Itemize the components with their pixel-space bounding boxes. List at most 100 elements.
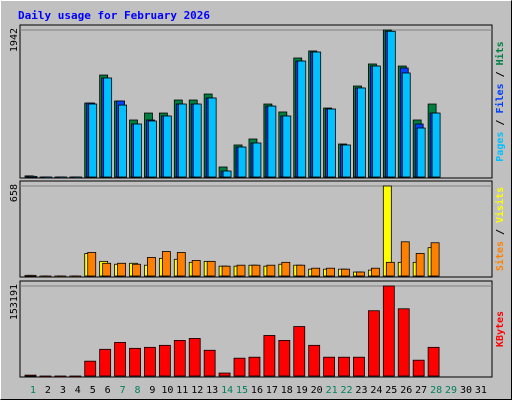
bar	[251, 264, 261, 277]
bar	[88, 103, 98, 178]
bar	[308, 344, 321, 377]
bar	[326, 267, 336, 277]
bar	[222, 170, 232, 178]
x-tick-label: 2	[45, 385, 51, 396]
x-tick-label: 25	[385, 385, 397, 396]
chart-title: Daily usage for February 2026	[18, 9, 210, 22]
x-tick-label: 16	[251, 385, 263, 396]
x-tick-label: 9	[149, 385, 155, 396]
bar	[263, 335, 276, 377]
bar	[237, 146, 247, 178]
bar	[99, 348, 112, 377]
legend-entry: Pages	[495, 132, 506, 162]
bar	[207, 97, 217, 178]
bar	[39, 375, 52, 378]
x-tick-label: 26	[400, 385, 412, 396]
x-tick-label: 4	[75, 385, 81, 396]
legend-entry: Sites	[494, 241, 506, 271]
x-tick-label: 8	[134, 385, 140, 396]
bar	[114, 341, 126, 377]
bar	[278, 339, 291, 377]
bar	[400, 241, 410, 277]
bar	[415, 253, 425, 277]
bar	[177, 103, 187, 178]
bar	[370, 267, 380, 277]
bar	[266, 264, 276, 277]
x-tick-label: 19	[296, 385, 308, 396]
bar	[401, 72, 411, 178]
bar	[427, 346, 440, 377]
bar	[371, 65, 381, 178]
bar	[69, 375, 82, 378]
bar	[297, 60, 307, 178]
bar	[353, 356, 365, 377]
legend: Sites / Visits	[494, 187, 506, 271]
x-tick-label: 24	[370, 385, 382, 396]
x-tick-label: 29	[445, 385, 457, 396]
x-tick-label: 3	[60, 385, 66, 396]
bar	[192, 103, 202, 178]
bar	[158, 344, 171, 377]
bar	[24, 374, 37, 377]
x-tick-label: 27	[415, 385, 427, 396]
bar	[431, 112, 441, 178]
x-tick-label: 22	[341, 385, 353, 396]
legend-entry: Files	[494, 83, 506, 113]
bar	[72, 275, 82, 278]
bar	[338, 356, 350, 377]
bar	[58, 176, 68, 179]
x-tick-label: 6	[105, 385, 111, 396]
x-tick-label: 21	[326, 385, 338, 396]
x-tick-label: 30	[460, 385, 472, 396]
legend: Pages / Files / Hits	[494, 41, 506, 161]
bar	[296, 264, 306, 277]
bar	[84, 360, 97, 377]
bar	[87, 252, 97, 277]
bar	[42, 275, 52, 278]
x-tick-label: 15	[236, 385, 248, 396]
bar	[203, 349, 216, 377]
bar	[430, 242, 440, 277]
legend-separator: /	[495, 65, 506, 83]
bar	[248, 356, 261, 377]
legend-separator: /	[495, 223, 506, 241]
x-tick-label: 23	[355, 385, 367, 396]
bar	[281, 261, 291, 277]
bar	[102, 262, 112, 277]
bar	[28, 175, 38, 178]
bar	[367, 310, 380, 377]
legend-separator: /	[495, 114, 506, 132]
x-tick-label: 18	[281, 385, 293, 396]
y-tick-label: 153191	[9, 284, 20, 320]
bar	[282, 115, 292, 178]
y-tick-label: 658	[9, 184, 20, 202]
legend-entry: KBytes	[495, 311, 506, 347]
bar	[341, 268, 350, 277]
bar	[188, 338, 201, 377]
x-tick-label: 12	[191, 385, 203, 396]
bar	[162, 115, 172, 178]
bar	[356, 271, 365, 277]
bar	[206, 260, 216, 277]
bar	[117, 262, 126, 277]
x-tick-label: 20	[311, 385, 323, 396]
bar	[147, 256, 156, 277]
x-tick-label: 7	[120, 385, 126, 396]
x-tick-label: 31	[475, 385, 487, 396]
bar	[191, 260, 201, 277]
x-tick-label: 28	[430, 385, 442, 396]
bar	[327, 108, 337, 178]
x-tick-label: 1	[30, 385, 36, 396]
legend-entry: Visits	[494, 187, 506, 223]
legend-entry: Hits	[494, 41, 506, 65]
bar	[311, 267, 321, 277]
bar	[267, 105, 277, 178]
bar	[386, 30, 396, 178]
legend: KBytes	[495, 311, 506, 347]
bar	[397, 308, 410, 377]
y-tick-label: 1942	[9, 28, 20, 52]
bar	[161, 251, 171, 277]
x-tick-label: 10	[161, 385, 173, 396]
x-tick-label: 17	[266, 385, 278, 396]
